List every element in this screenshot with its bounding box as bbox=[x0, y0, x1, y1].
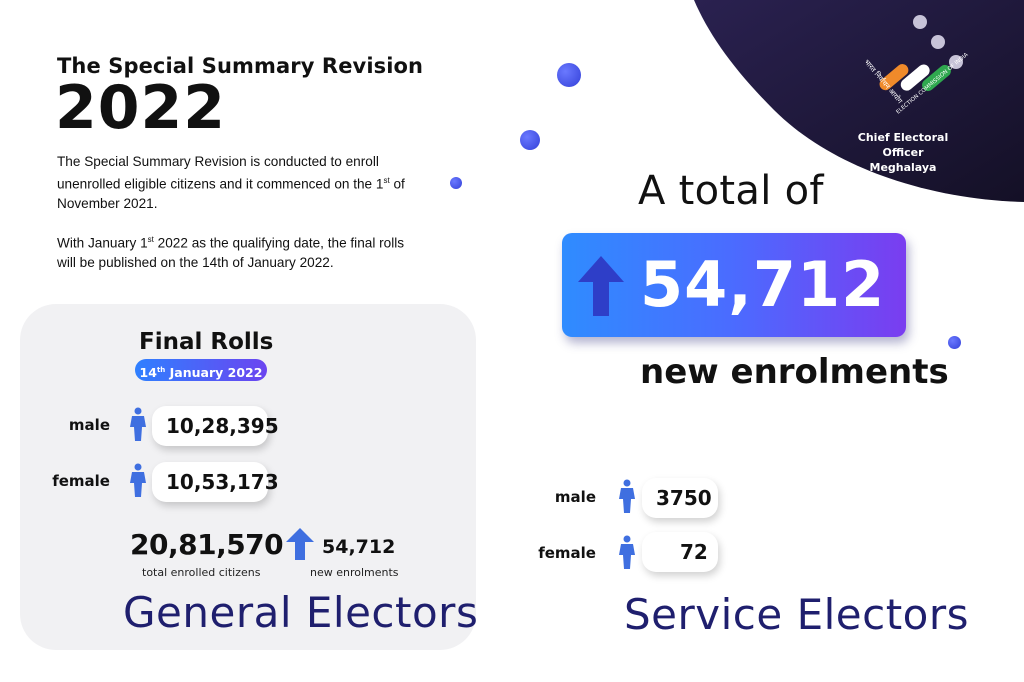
logo-hindi-text: भारत निर्वाचन आयोग bbox=[862, 58, 905, 107]
summary-value-box bbox=[562, 233, 906, 337]
general-female-label: female bbox=[52, 472, 110, 490]
page-title-year: 2022 bbox=[55, 73, 226, 143]
final-rolls-title: Final Rolls bbox=[139, 329, 274, 355]
decorative-dot bbox=[557, 63, 581, 87]
decorative-dot bbox=[948, 336, 961, 349]
intro-paragraph-2: With January 1st 2022 as the qualifying … bbox=[57, 235, 405, 270]
service-male-value: 3750 bbox=[642, 478, 718, 518]
summary-caption: new enrolments bbox=[640, 352, 949, 392]
summary-value: 54,712 bbox=[640, 248, 886, 321]
person-male-icon bbox=[619, 479, 635, 513]
person-female-icon bbox=[619, 535, 635, 569]
service-electors-title: Service Electors bbox=[624, 590, 970, 639]
corner-background bbox=[694, 0, 1024, 202]
org-line-1: Chief Electoral Officer bbox=[857, 131, 949, 159]
general-new-enrolments-value: 54,712 bbox=[322, 536, 396, 558]
service-female-label: female bbox=[538, 544, 596, 562]
org-line-2: Meghalaya bbox=[869, 161, 937, 174]
total-enrolled-value: 20,81,570 bbox=[130, 528, 284, 561]
up-arrow-icon bbox=[286, 528, 314, 560]
service-male-label: male bbox=[554, 488, 596, 506]
summary-lead: A total of bbox=[638, 168, 824, 214]
total-enrolled-caption: total enrolled citizens bbox=[142, 566, 261, 579]
general-female-value: 10,53,173 bbox=[152, 462, 279, 502]
general-male-value: 10,28,395 bbox=[152, 406, 279, 446]
service-female-value: 72 bbox=[642, 532, 718, 572]
big-up-arrow-icon bbox=[578, 256, 624, 316]
person-male-icon bbox=[130, 407, 146, 441]
decorative-dot bbox=[520, 130, 540, 150]
decorative-dot bbox=[450, 177, 462, 189]
general-male-label: male bbox=[68, 416, 110, 434]
organization-name: Chief Electoral Officer Meghalaya bbox=[840, 130, 966, 175]
final-rolls-date-badge: 14th January 2022 bbox=[135, 359, 267, 381]
person-female-icon bbox=[130, 463, 146, 497]
page-title: The Special Summary Revision bbox=[57, 54, 424, 78]
eci-logo-icon: भारत निर्वाचन आयोग ELECTION COMMISSION O… bbox=[858, 14, 978, 126]
general-electors-title: General Electors bbox=[123, 588, 479, 637]
general-new-enrolments-caption: new enrolments bbox=[310, 566, 399, 579]
intro-paragraph-1: The Special Summary Revision is conducte… bbox=[57, 154, 405, 211]
